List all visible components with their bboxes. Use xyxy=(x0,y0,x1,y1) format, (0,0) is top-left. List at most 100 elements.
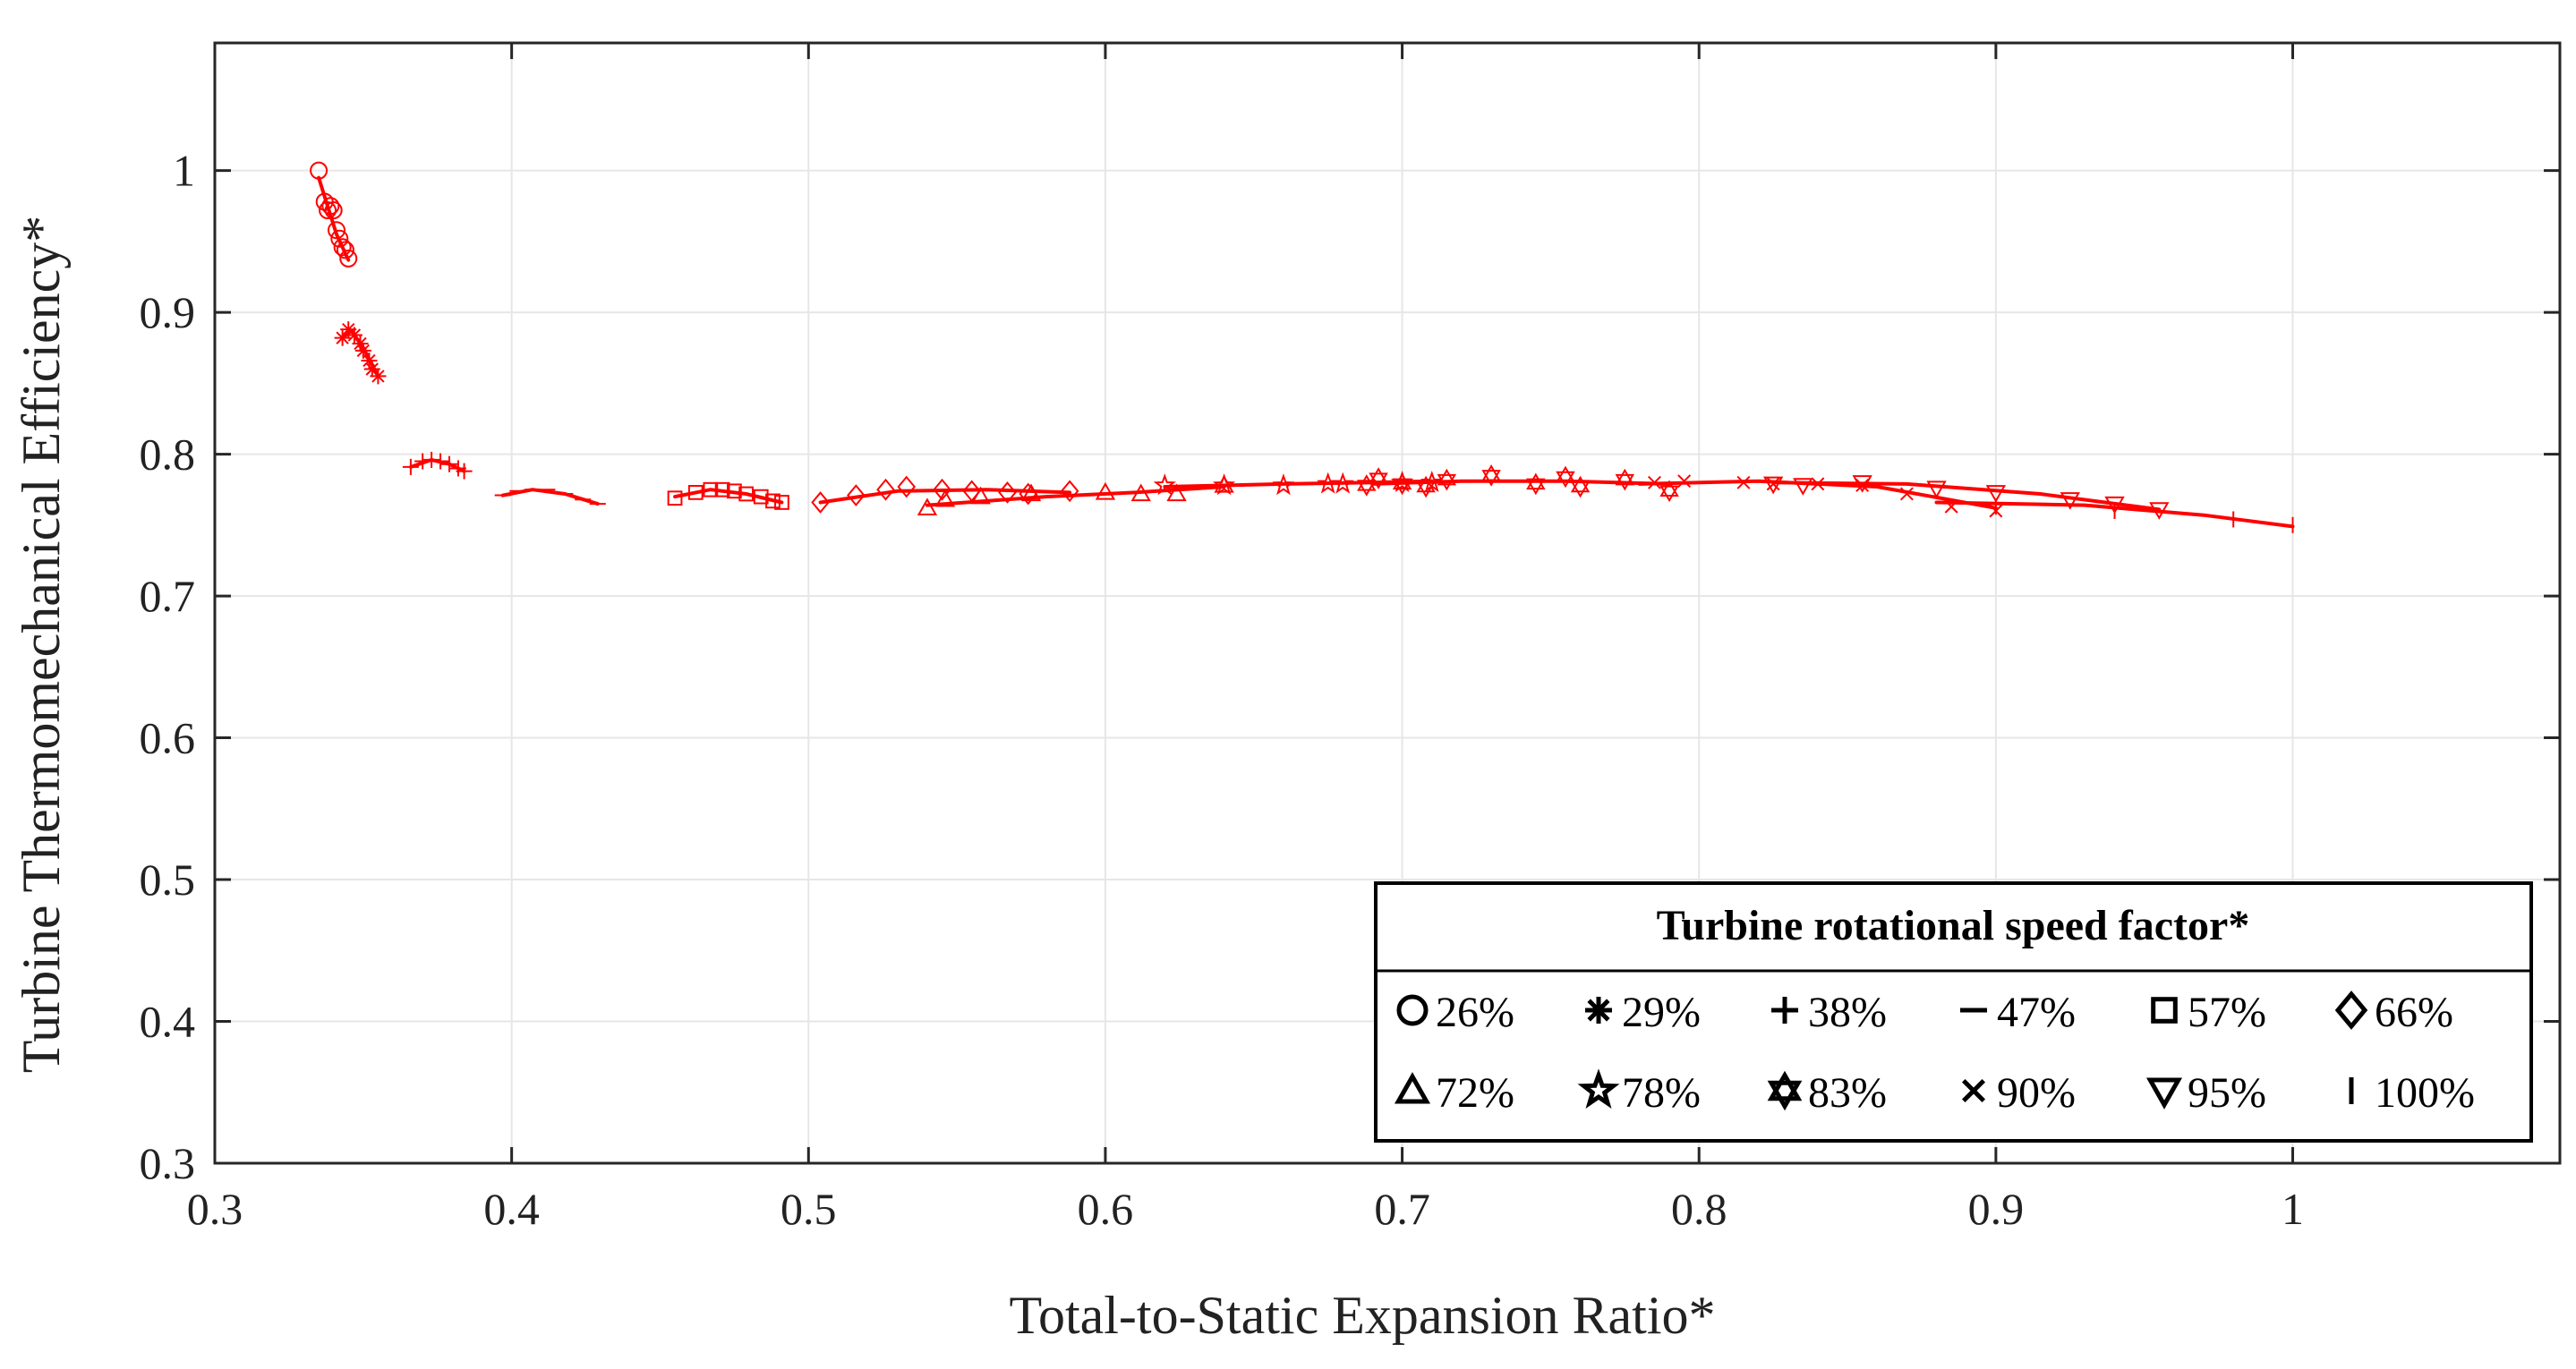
series-26pct xyxy=(310,161,358,268)
x-tick-label: 0.4 xyxy=(483,1184,540,1234)
data-point xyxy=(1212,473,1236,496)
data-point xyxy=(970,486,991,505)
data-point xyxy=(402,458,419,475)
data-point xyxy=(1556,465,1575,489)
legend-marker xyxy=(1585,997,1612,1024)
series-100pct xyxy=(1994,498,2294,533)
legend-label: 66% xyxy=(2375,989,2453,1036)
legend-label: 95% xyxy=(2188,1069,2266,1117)
data-point xyxy=(1166,483,1187,502)
legend-label: 57% xyxy=(2188,989,2266,1036)
x-tick-label: 0.7 xyxy=(1374,1184,1430,1234)
legend-label: 29% xyxy=(1622,989,1701,1036)
series-90pct xyxy=(1648,474,2003,518)
data-point xyxy=(998,481,1017,504)
series-47pct xyxy=(494,489,606,506)
legend-label: 90% xyxy=(1997,1069,2076,1117)
data-point xyxy=(876,478,895,501)
legend-item: 78% xyxy=(1577,1068,1701,1117)
data-point xyxy=(370,368,387,385)
data-point xyxy=(1392,472,1412,496)
data-point xyxy=(1648,475,1661,489)
legend-item: 26% xyxy=(1396,989,1514,1036)
legend: Turbine rotational speed factor* 26% 29% 3… xyxy=(1374,881,2533,1143)
data-point xyxy=(1570,475,1591,498)
data-point xyxy=(1095,481,1116,500)
data-point xyxy=(2104,496,2125,514)
data-points xyxy=(310,161,2294,533)
y-tick-label: 0.3 xyxy=(140,1138,196,1188)
y-tick-label: 0.7 xyxy=(140,571,196,621)
data-point xyxy=(687,485,704,500)
data-point xyxy=(1677,474,1692,489)
data-point xyxy=(324,201,343,220)
legend-marker xyxy=(1577,1068,1620,1109)
data-point xyxy=(1793,478,1813,496)
y-tick-label: 0.6 xyxy=(140,713,196,763)
data-point xyxy=(1331,472,1354,494)
y-tick-label: 0.5 xyxy=(140,855,196,905)
legend-label: 78% xyxy=(1622,1069,1701,1117)
legend-item: 95% xyxy=(2145,1069,2266,1117)
data-point xyxy=(1526,472,1546,496)
data-point xyxy=(339,249,358,268)
legend-item: 57% xyxy=(2151,989,2266,1036)
data-point xyxy=(354,342,371,359)
x-tick-label: 0.8 xyxy=(1671,1184,1727,1234)
legend-marker xyxy=(1396,994,1429,1026)
data-point xyxy=(2060,492,2080,510)
legend-items: 26% 29% 38% 47% 57% 66% 72% 78% 83% 90% 95% 100% xyxy=(1394,989,2475,1117)
data-point xyxy=(1369,467,1388,489)
data-point xyxy=(897,475,917,498)
x-tick-label: 0.9 xyxy=(1968,1184,2025,1234)
legend-label: 83% xyxy=(1808,1069,1887,1117)
legend-item: 90% xyxy=(1961,1069,2076,1117)
legend-marker xyxy=(2145,1077,2183,1110)
y-tick-label: 1 xyxy=(173,146,195,196)
legend-label: 38% xyxy=(1808,989,1887,1036)
legend-label: 26% xyxy=(1436,989,1514,1036)
data-point xyxy=(753,489,769,505)
data-point xyxy=(774,495,789,510)
data-point xyxy=(1944,499,1958,514)
data-point xyxy=(456,463,473,480)
data-point xyxy=(1762,476,1784,495)
data-point xyxy=(703,481,719,497)
data-point xyxy=(1272,473,1295,496)
data-point xyxy=(1985,485,2007,503)
y-tick-label: 0.9 xyxy=(140,287,196,337)
y-tick-label: 0.4 xyxy=(140,997,196,1047)
data-point xyxy=(726,483,742,499)
legend-marker xyxy=(1767,1070,1803,1111)
series-72pct xyxy=(917,474,1234,516)
data-point xyxy=(1659,480,1679,503)
series-66pct xyxy=(811,475,1079,514)
legend-marker xyxy=(1771,997,1798,1024)
data-point xyxy=(1811,477,1825,491)
legend-label: 72% xyxy=(1436,1069,1514,1117)
legend-item: 66% xyxy=(2334,989,2453,1036)
data-point xyxy=(1130,483,1151,502)
legend-marker xyxy=(1961,1078,1986,1103)
legend-item: 47% xyxy=(1960,989,2076,1036)
series-38pct xyxy=(402,451,473,480)
x-axis-label: Total-to-Static Expansion Ratio* xyxy=(1010,1286,1716,1345)
data-point xyxy=(847,484,866,506)
data-point xyxy=(1481,464,1501,487)
data-point xyxy=(934,489,956,507)
data-point xyxy=(336,241,354,259)
legend-label: 47% xyxy=(1997,989,2076,1036)
data-point xyxy=(1766,477,1780,491)
legend-item: 72% xyxy=(1394,1069,1514,1117)
series-29pct xyxy=(334,321,387,385)
data-point xyxy=(330,229,349,248)
data-point xyxy=(811,491,830,514)
data-point xyxy=(1615,468,1635,491)
legend-label: 100% xyxy=(2375,1069,2475,1117)
x-tick-label: 0.5 xyxy=(780,1184,837,1234)
x-tick-label: 1 xyxy=(2282,1184,2304,1234)
data-point xyxy=(1153,473,1176,496)
legend-marker xyxy=(1394,1072,1431,1104)
data-point xyxy=(1852,475,1872,493)
